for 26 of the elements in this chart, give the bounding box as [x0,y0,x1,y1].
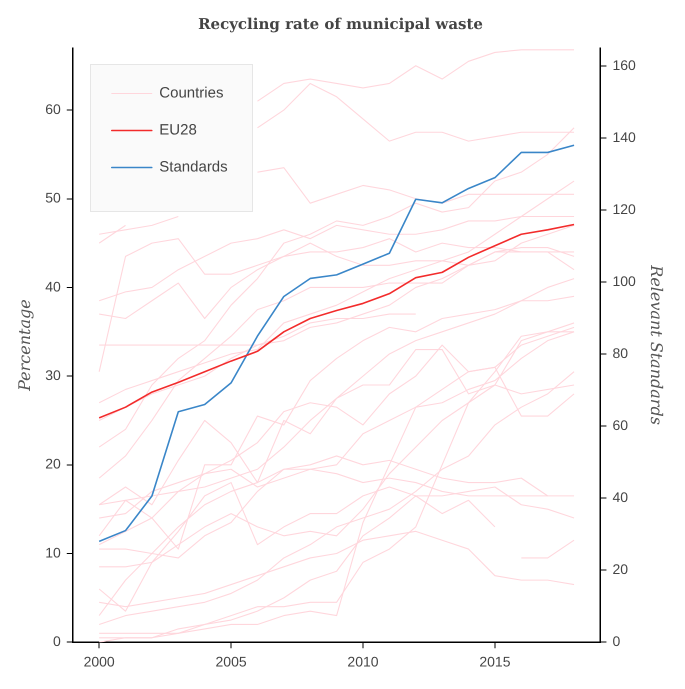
y2-tick-label: 0 [612,633,620,650]
y2-tick-label: 140 [612,128,636,145]
y2-tick-label: 80 [612,344,628,361]
y-tick-label: 20 [45,456,61,472]
y2-tick-label: 120 [612,200,636,217]
y2-tick-label: 20 [612,561,628,578]
y-tick-label: 30 [45,367,61,383]
legend-label: EU28 [159,122,197,139]
y-tick-label: 0 [52,633,61,650]
legend-label: Countries [159,84,224,102]
y2-tick-label: 100 [612,272,636,289]
y2-axis-title: Relevant Standards [647,264,666,425]
y-axis-title: Percentage [14,299,34,392]
y-tick-label: 40 [45,278,61,294]
y2-tick-label: 160 [612,56,636,73]
x-tick-label: 2015 [479,653,511,670]
y-tick-label: 10 [45,544,61,560]
legend-label: Standards [159,158,228,176]
y-tick-label: 50 [45,190,61,206]
y2-tick-label: 60 [612,416,628,433]
x-tick-label: 2010 [347,653,379,670]
x-tick-label: 2000 [84,653,115,670]
x-tick-label: 2005 [215,653,247,670]
y-tick-label: 60 [45,100,61,117]
y2-tick-label: 40 [612,489,628,506]
chart-title: Recycling rate of municipal waste [198,14,483,33]
